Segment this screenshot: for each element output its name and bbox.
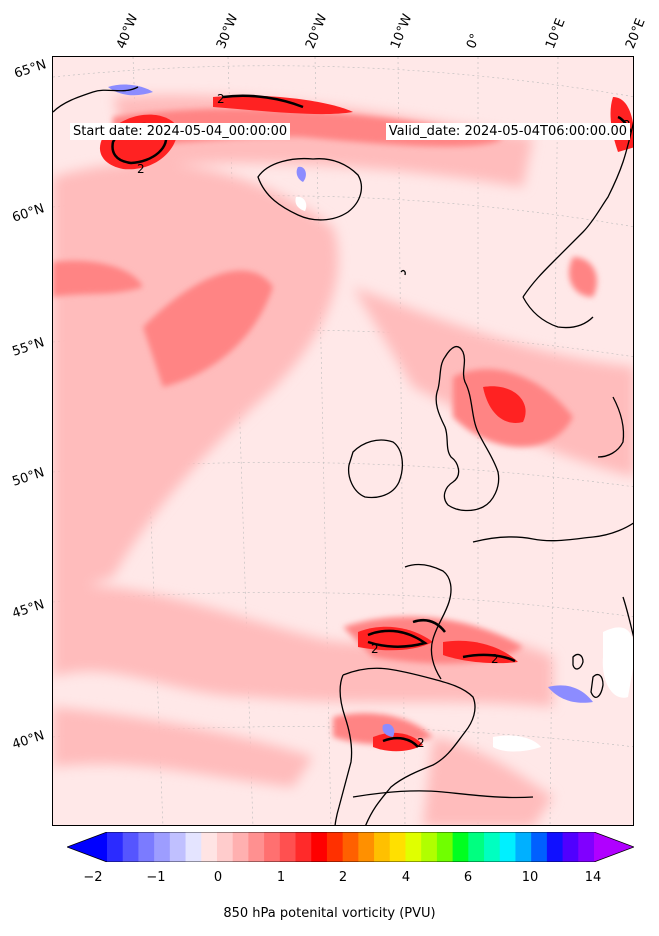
lat-label-65n: 65°N <box>12 57 49 82</box>
colorbar-cell <box>452 832 469 862</box>
colorbar-cell <box>374 832 391 862</box>
colorbar-cell <box>185 832 202 862</box>
lon-label-10w: 10°W <box>388 12 416 51</box>
colorbar-cell <box>232 832 249 862</box>
lat-label-40n: 40°N <box>10 728 47 753</box>
colorbar-tick-label: 2 <box>338 870 348 885</box>
colorbar-cell <box>468 832 485 862</box>
colorbar-cell <box>216 832 234 862</box>
colorbar-cell <box>389 832 406 862</box>
colorbar-cell <box>531 832 548 862</box>
colorbar-tick-label: −2 <box>83 870 103 885</box>
colorbar-cell <box>279 832 297 862</box>
start-date-label: Start date: 2024-05-04_00:00:00 <box>70 123 291 140</box>
colorbar-cell <box>107 832 124 862</box>
colorbar-cell <box>499 832 516 862</box>
colorbar-cell <box>436 832 454 862</box>
contour-label-2: 2 <box>371 642 379 656</box>
colorbar-cell <box>264 832 281 862</box>
lat-label-55n: 55°N <box>10 335 47 360</box>
colorbar-cell <box>562 832 579 862</box>
contour-label-2: 2 <box>417 736 425 750</box>
colorbar-cell <box>405 832 422 862</box>
colorbar-cell <box>311 832 328 862</box>
colorbar-cell <box>295 832 312 862</box>
colorbar-cell <box>358 832 375 862</box>
lon-label-10e: 10°E <box>543 16 569 51</box>
colorbar-tick-label: 1 <box>276 870 286 885</box>
lon-label-40w: 40°W <box>114 12 142 51</box>
lat-label-45n: 45°N <box>10 597 47 622</box>
colorbar-tick-label: −1 <box>146 870 166 885</box>
lon-label-0: 0° <box>464 31 484 51</box>
colorbar-cell <box>154 832 171 862</box>
colorbar-cell <box>122 832 139 862</box>
colorbar-cell <box>578 832 595 862</box>
vorticity-field: 2 2 2 2 2 2 <box>53 57 633 825</box>
lat-label-50n: 50°N <box>10 465 47 490</box>
contour-label-2: 2 <box>137 162 145 176</box>
colorbar-cell <box>169 832 187 862</box>
colorbar-cell <box>248 832 265 862</box>
terrain-mask <box>295 196 633 752</box>
colorbar-cell <box>201 832 218 862</box>
colorbar-cell <box>484 832 501 862</box>
pv-contours <box>111 94 633 748</box>
colorbar-cell <box>546 832 564 862</box>
colorbar-max-arrow <box>594 832 634 862</box>
colorbar-cell <box>326 832 344 862</box>
lon-label-30w: 30°W <box>214 12 242 51</box>
valid-date-label: Valid_date: 2024-05-04T06:00:00.00 <box>385 123 630 140</box>
colorbar-tick-label: 10 <box>521 870 539 885</box>
colorbar-title: 850 hPa potenital vorticity (PVU) <box>223 906 436 921</box>
lon-label-20w: 20°W <box>303 12 331 51</box>
lon-label-20e: 20°E <box>623 16 649 51</box>
lat-label-60n: 60°N <box>10 201 47 226</box>
colorbar-cell <box>421 832 438 862</box>
colorbar-tick-label: 4 <box>401 870 411 885</box>
map-panel: 2 2 2 2 2 2 <box>52 56 634 826</box>
colorbar-cell <box>342 832 359 862</box>
colorbar-tick-label: 6 <box>463 870 473 885</box>
colorbar-tick-label: 0 <box>213 870 223 885</box>
colorbar-tick-label: 14 <box>584 870 602 885</box>
coastlines <box>53 86 633 825</box>
contour-label-2: 2 <box>217 92 225 106</box>
contour-label-2: 2 <box>491 652 499 666</box>
colorbar-min-arrow <box>67 832 107 862</box>
colorbar <box>67 832 634 862</box>
colorbar-cell <box>138 832 155 862</box>
colorbar-cell <box>515 832 532 862</box>
